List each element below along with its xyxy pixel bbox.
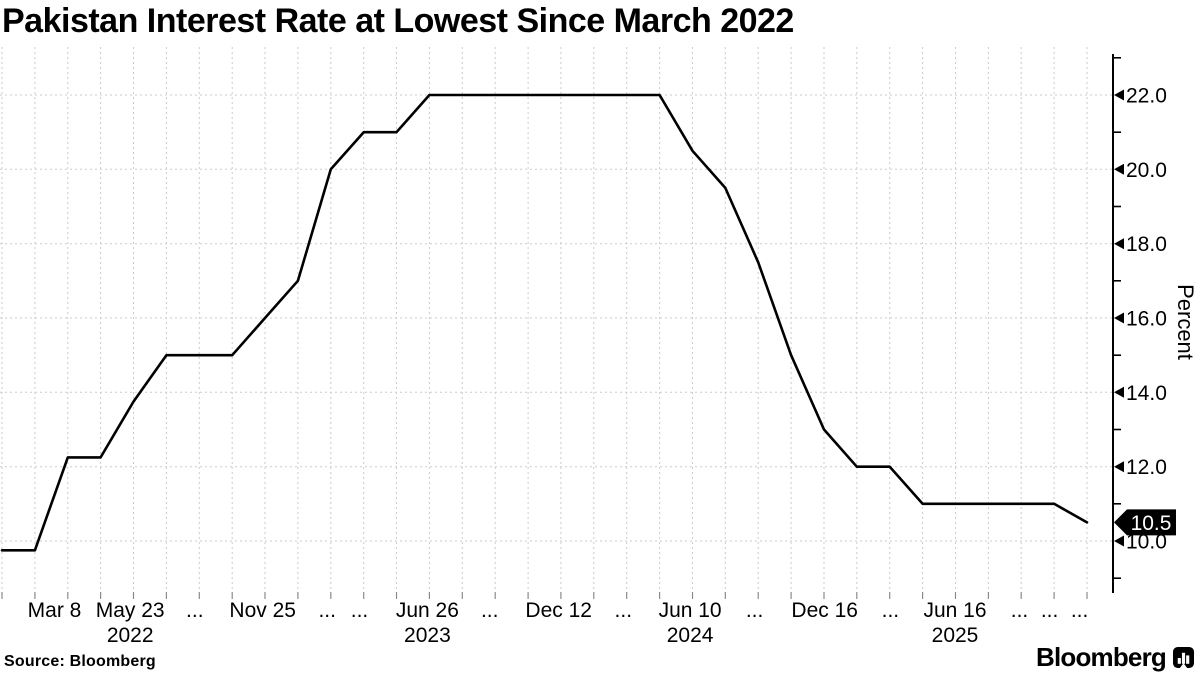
x-year-label: 2024 xyxy=(667,624,714,647)
y-tick-arrow xyxy=(1114,386,1124,398)
x-tick-label: May 23 xyxy=(96,599,165,622)
y-tick-label: 16.0 xyxy=(1126,308,1167,331)
bloomberg-wordmark: Bloomberg xyxy=(1035,642,1167,672)
x-tick-label: Dec 12 xyxy=(525,599,592,622)
x-tick-label: Jun 16 xyxy=(923,599,986,622)
x-tick-label: ... xyxy=(186,599,204,622)
interest-rate-line-chart: 10.0 12.0 14.0 16.0 18.0 20.0 22.0 Percent Mar 8… xyxy=(0,47,1198,647)
last-value-badge xyxy=(1114,509,1176,536)
y-tick-arrow xyxy=(1114,312,1124,324)
y-tick-label: 20.0 xyxy=(1126,159,1167,182)
x-tick-label: Mar 8 xyxy=(28,599,82,622)
chart-title: Pakistan Interest Rate at Lowest Since M… xyxy=(2,2,794,40)
bloomberg-logo: Bloomberg xyxy=(1036,642,1194,673)
x-tick-label: ... xyxy=(481,599,499,622)
x-tick-label: Jun 10 xyxy=(659,599,722,622)
x-tick-label: ... xyxy=(1041,599,1059,622)
y-tick-arrow xyxy=(1114,89,1124,101)
y-tick-label: 10.0 xyxy=(1126,531,1167,554)
x-tick-label: Jun 26 xyxy=(396,599,459,622)
x-tick-label: ... xyxy=(351,599,369,622)
x-year-label: 2025 xyxy=(932,624,979,647)
x-tick-label: ... xyxy=(882,599,900,622)
x-tick-label: Dec 16 xyxy=(791,599,858,622)
rate-line xyxy=(0,93,1089,552)
y-tick-label: 18.0 xyxy=(1126,233,1167,256)
y-axis-title: Percent xyxy=(1173,284,1198,360)
x-tick-label: ... xyxy=(615,599,633,622)
x-year-label: 2023 xyxy=(404,624,451,647)
y-tick-arrow xyxy=(1114,163,1124,175)
y-tick-arrow xyxy=(1114,535,1124,547)
x-year-label: 2022 xyxy=(107,624,154,647)
y-tick-label: 22.0 xyxy=(1126,85,1167,108)
y-tick-arrow xyxy=(1114,461,1124,473)
y-tick-label: 12.0 xyxy=(1126,456,1167,479)
x-tick-label: ... xyxy=(1011,599,1029,622)
last-value-badge-label: 10.5 xyxy=(1131,512,1172,535)
y-tick-label: 14.0 xyxy=(1126,382,1167,405)
x-tick-label: ... xyxy=(746,599,764,622)
x-tick-label: ... xyxy=(318,599,336,622)
y-tick-arrow xyxy=(1114,238,1124,250)
source-label: Source: Bloomberg xyxy=(4,653,156,670)
x-tick-label: Nov 25 xyxy=(229,599,296,622)
x-tick-label: ... xyxy=(1071,599,1089,622)
bloomberg-chart-pin-icon xyxy=(1173,647,1194,668)
